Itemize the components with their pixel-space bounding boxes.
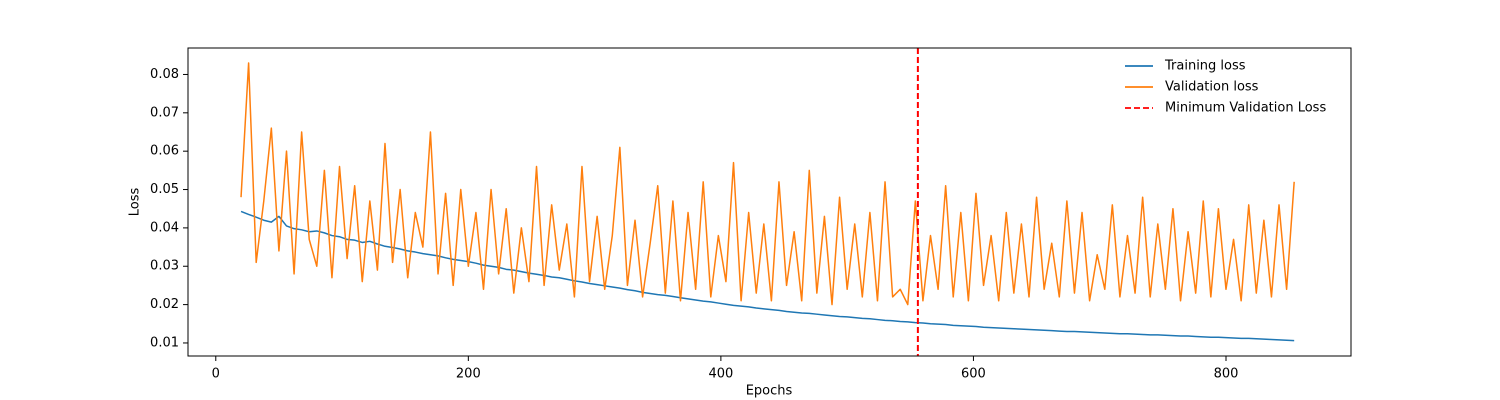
legend-label: Training loss	[1164, 59, 1246, 74]
y-tick-label: 0.04	[150, 220, 179, 235]
y-tick-label: 0.06	[150, 144, 179, 159]
series-line	[240, 210, 1295, 342]
plot-frame	[187, 47, 1352, 357]
x-tick-label: 800	[1214, 367, 1239, 382]
y-tick-label: 0.01	[150, 335, 179, 350]
legend-label: Validation loss	[1165, 80, 1259, 95]
y-tick-label: 0.02	[150, 297, 179, 312]
x-tick-label: 200	[456, 367, 481, 382]
x-tick-label: 600	[961, 367, 986, 382]
x-tick-label: 400	[708, 367, 733, 382]
series-line	[240, 62, 1295, 306]
y-tick-label: 0.03	[150, 259, 179, 274]
y-tick-label: 0.07	[150, 105, 179, 120]
y-tick-label: 0.08	[150, 67, 179, 82]
x-tick-label: 0	[212, 367, 220, 382]
y-tick-label: 0.05	[150, 182, 179, 197]
x-axis-label: Epochs	[746, 384, 793, 399]
y-axis-label: Loss	[128, 188, 143, 217]
legend-label: Minimum Validation Loss	[1165, 101, 1326, 116]
